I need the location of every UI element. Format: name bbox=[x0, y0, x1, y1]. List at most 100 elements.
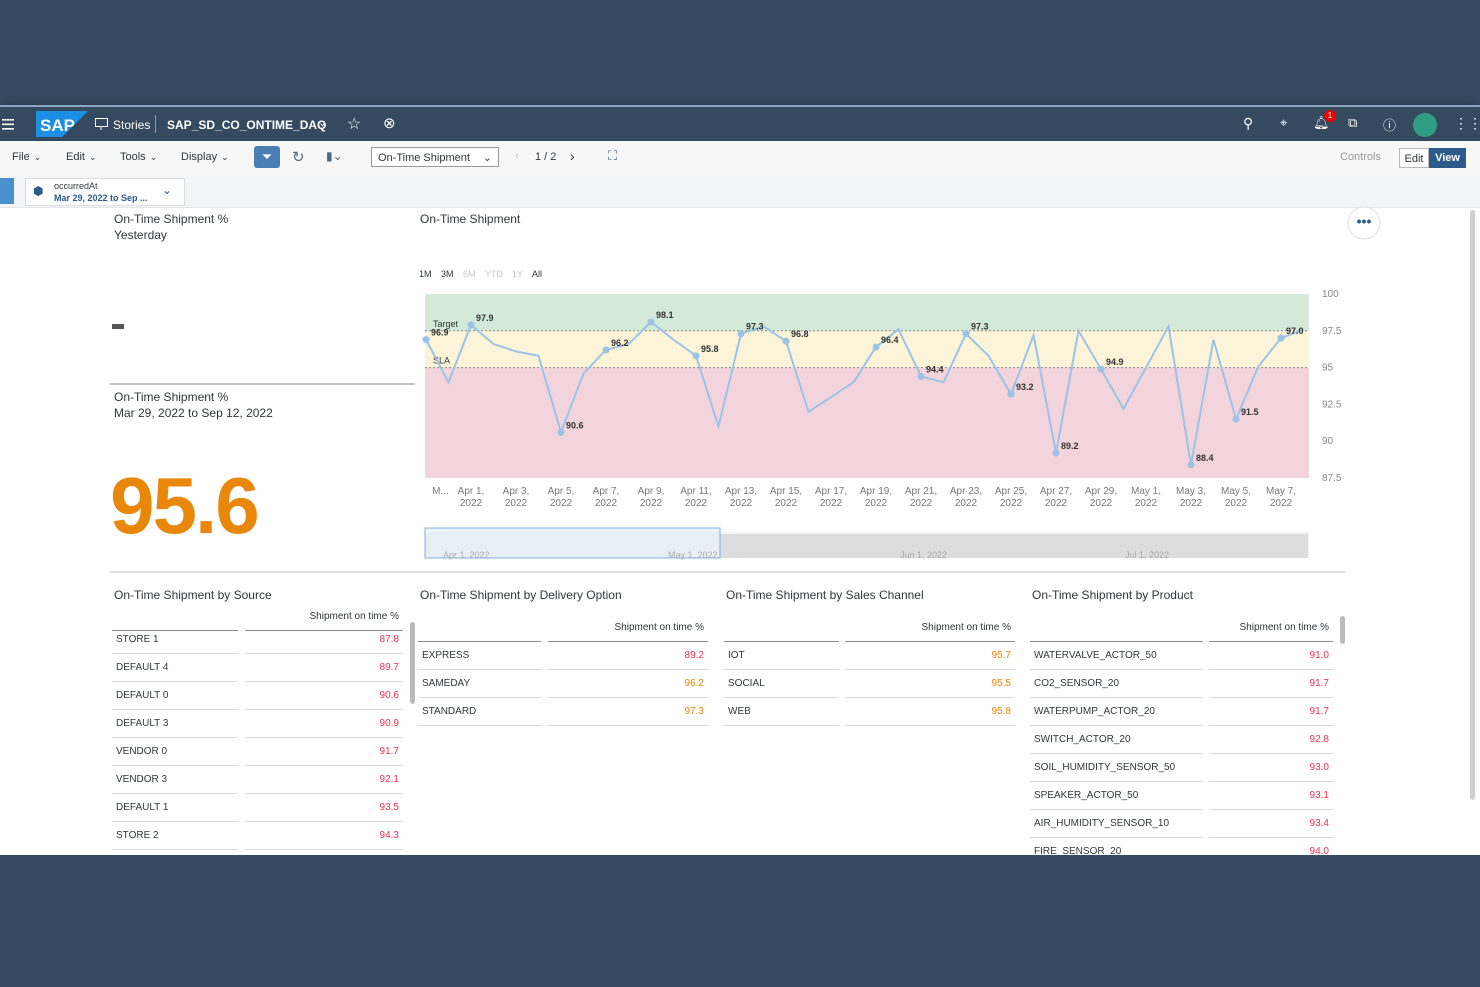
table-title: On-Time Shipment by Source bbox=[114, 588, 272, 602]
row-label: STORE 1 bbox=[112, 626, 238, 654]
row-value: 89.7 bbox=[245, 654, 403, 682]
y-tick-label: 95 bbox=[1322, 363, 1334, 374]
x-tick-label: Apr 5, 2022 bbox=[547, 486, 575, 509]
row-value: 89.2 bbox=[548, 642, 708, 670]
table-scrollbar[interactable] bbox=[1340, 616, 1345, 644]
menu[interactable]: File ⌄ bbox=[12, 151, 42, 163]
x-tick-label: May 5, 2022 bbox=[1220, 486, 1251, 509]
fullscreen-icon[interactable]: ⛶ bbox=[608, 148, 618, 163]
x-tick-label: Apr 29, 2022 bbox=[1084, 486, 1118, 509]
menu-icon[interactable] bbox=[2, 119, 14, 130]
avatar[interactable] bbox=[1413, 113, 1437, 137]
filter-token[interactable]: ⬢ occurredAt Mar 29, 2022 to Sep ... ⌄ bbox=[25, 178, 185, 206]
row-label: SWITCH_ACTOR_20 bbox=[1030, 726, 1203, 754]
data-label: 93.2 bbox=[1016, 382, 1034, 392]
row-label: IOT bbox=[724, 642, 839, 670]
menu[interactable]: Tools ⌄ bbox=[120, 151, 158, 163]
table-title: On-Time Shipment by Product bbox=[1032, 588, 1193, 602]
chevron: ⌄ bbox=[33, 152, 42, 162]
story-title[interactable]: SAP_SD_CO_ONTIME_DAQ bbox=[167, 118, 327, 132]
favorite-icon[interactable]: ☆ bbox=[347, 116, 362, 133]
point bbox=[782, 337, 790, 345]
search-icon[interactable]: ⚲ bbox=[1243, 115, 1254, 131]
data-label: 96.8 bbox=[791, 329, 809, 339]
separator bbox=[155, 115, 156, 133]
row-value: 91.7 bbox=[1209, 698, 1333, 726]
data-label: 91.5 bbox=[1241, 407, 1259, 417]
range-button[interactable]: 1M bbox=[419, 269, 432, 279]
x-tick-label: May 3, 2022 bbox=[1175, 486, 1206, 509]
row-label: DEFAULT 3 bbox=[112, 710, 238, 738]
line bbox=[425, 320, 1304, 465]
page-scrollbar[interactable] bbox=[1470, 210, 1475, 800]
row-label: SOCIAL bbox=[724, 670, 839, 698]
range-button[interactable]: All bbox=[532, 269, 543, 279]
threshold-label: Target bbox=[433, 319, 459, 329]
menu[interactable]: Edit ⌄ bbox=[66, 151, 97, 163]
filter-tab[interactable] bbox=[0, 178, 14, 204]
chevron: ⌄ bbox=[162, 183, 173, 197]
table-header: Shipment on time % bbox=[548, 614, 708, 642]
threshold-label: SLA bbox=[433, 356, 450, 366]
target-band bbox=[425, 294, 1309, 331]
edit-button[interactable]: Edit bbox=[1399, 148, 1429, 168]
table-scrollbar[interactable] bbox=[410, 622, 415, 704]
row-label: DEFAULT 4 bbox=[112, 654, 238, 682]
help-icon[interactable]: ⓘ bbox=[1383, 118, 1397, 133]
row-label: WATERPUMP_ACTOR_20 bbox=[1030, 698, 1203, 726]
row-label: WATERVALVE_ACTOR_50 bbox=[1030, 642, 1203, 670]
feedback-icon[interactable]: ⧉ bbox=[1348, 115, 1358, 130]
bookmark-icon[interactable]: ▮⌄ bbox=[326, 149, 343, 163]
kpi-empty-value bbox=[112, 324, 124, 329]
data-label: 96.4 bbox=[881, 335, 899, 345]
refresh-icon[interactable]: ↻ bbox=[292, 149, 305, 166]
header-cell bbox=[724, 614, 839, 642]
row-value: 97.3 bbox=[548, 698, 708, 726]
filter-button[interactable]: ⏷ bbox=[254, 146, 280, 168]
sap-logo[interactable]: SAP bbox=[36, 111, 88, 137]
data-label: 97.0 bbox=[1286, 326, 1304, 336]
menu[interactable]: Display ⌄ bbox=[181, 151, 229, 163]
data-label: 94.4 bbox=[926, 364, 944, 374]
row-label: SAMEDAY bbox=[418, 670, 541, 698]
row-label: AIR_HUMIDITY_SENSOR_10 bbox=[1030, 810, 1203, 838]
stories-icon bbox=[95, 118, 108, 130]
navigator-selection[interactable] bbox=[424, 527, 721, 559]
table-title: On-Time Shipment by Sales Channel bbox=[726, 588, 924, 602]
point bbox=[917, 372, 925, 380]
data-label: 96.9 bbox=[431, 328, 449, 338]
x-tick-label: Apr 27, 2022 bbox=[1039, 486, 1073, 509]
view-button[interactable]: View bbox=[1429, 148, 1466, 168]
point bbox=[647, 318, 655, 326]
row-label: VENDOR 3 bbox=[112, 766, 238, 794]
page-select[interactable]: On-Time Shipment ⌄ bbox=[371, 147, 499, 167]
more-button[interactable] bbox=[1347, 206, 1381, 240]
app-window: SAP Stories SAP_SD_CO_ONTIME_DAQ ⌄ ☆ ⊗ ⚲… bbox=[0, 105, 1480, 855]
notification-badge: 1 bbox=[1324, 110, 1336, 122]
prev-page[interactable]: ‹ bbox=[515, 150, 519, 162]
data-label: 94.9 bbox=[1106, 357, 1124, 367]
range-button: YTD bbox=[485, 269, 503, 279]
next-page[interactable]: › bbox=[570, 148, 575, 164]
row-label: WEB bbox=[724, 698, 839, 726]
point bbox=[602, 346, 610, 354]
row-label: DEFAULT 1 bbox=[112, 794, 238, 822]
apps-icon[interactable]: ⋮⋮ bbox=[1454, 115, 1480, 131]
y-tick-label: 92.5 bbox=[1322, 399, 1342, 410]
header-cell bbox=[112, 603, 238, 631]
kpi-subtitle: Mar 29, 2022 to Sep 12, 2022 bbox=[114, 406, 273, 420]
close-icon[interactable]: ⊗ bbox=[383, 115, 396, 132]
point bbox=[1232, 415, 1240, 423]
row-value: 95.8 bbox=[845, 698, 1015, 726]
controls[interactable]: Controls bbox=[1340, 151, 1381, 163]
range-button[interactable]: 3M bbox=[441, 269, 454, 279]
nav-stories[interactable]: Stories bbox=[113, 118, 151, 132]
y-tick-label: 97.5 bbox=[1322, 326, 1342, 337]
navigator-label: Jul 1, 2022 bbox=[1125, 550, 1170, 560]
row-value: 92.8 bbox=[1209, 726, 1333, 754]
location-icon[interactable]: ⌖ bbox=[1280, 115, 1288, 130]
navigator-label: May 1, 2022 bbox=[668, 550, 718, 560]
x-tick-label: Apr 15, 2022 bbox=[769, 486, 803, 509]
